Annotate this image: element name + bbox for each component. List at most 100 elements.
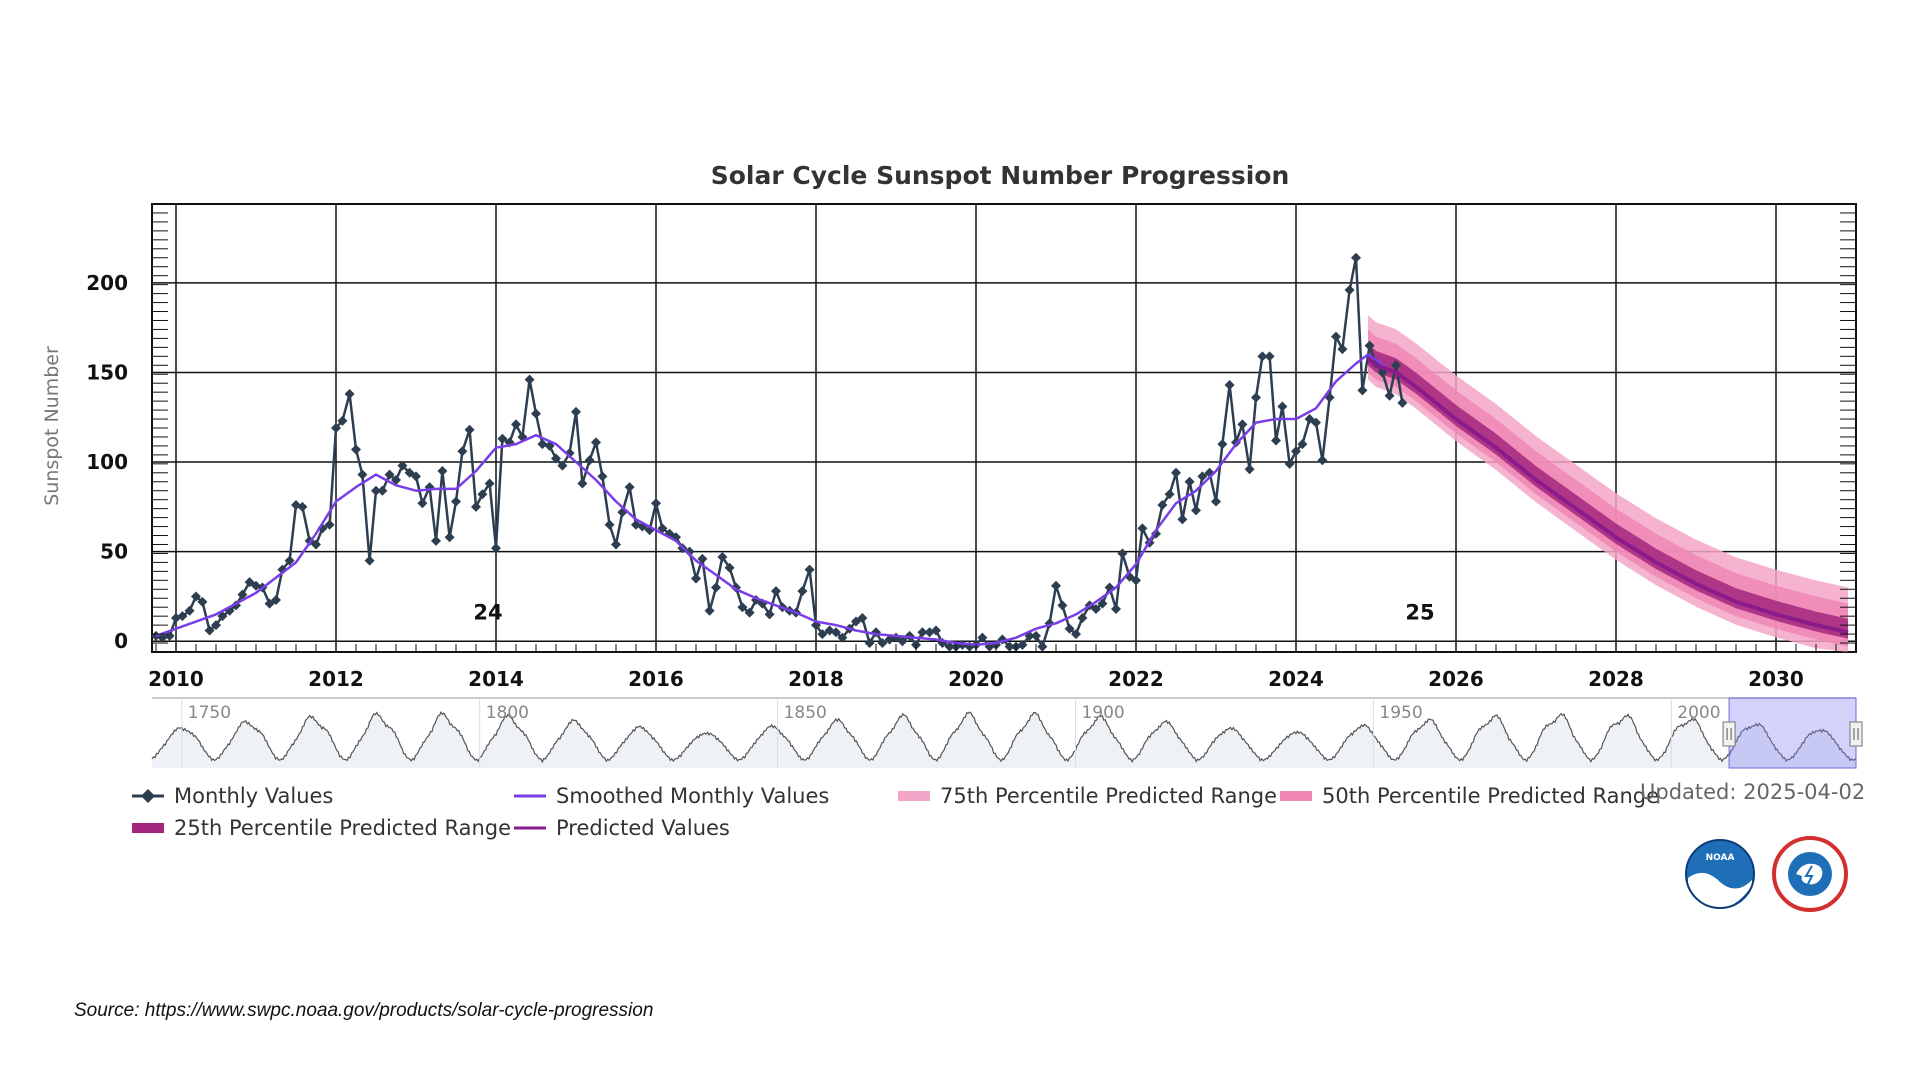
prediction-bands: [1368, 315, 1848, 652]
legend-item-smoothed[interactable]: Smoothed Monthly Values: [514, 784, 829, 808]
legend-label-smoothed: Smoothed Monthly Values: [556, 784, 830, 808]
x-tick-label: 2014: [468, 667, 524, 691]
band-75th: [1368, 315, 1848, 652]
monthly-point: [591, 437, 601, 448]
y-axis-label: Sunspot Number: [41, 346, 63, 506]
monthly-point: [1051, 580, 1061, 591]
monthly-point: [537, 439, 548, 450]
monthly-point: [684, 546, 695, 557]
navigator-handle-right[interactable]: [1849, 721, 1863, 747]
monthly-point: [371, 485, 381, 496]
legend-item-p50[interactable]: 50th Percentile Predicted Range: [1280, 784, 1659, 808]
x-tick-label: 2012: [308, 667, 364, 691]
monthly-point: [1164, 489, 1175, 500]
noaa-logo: NOAA: [1685, 839, 1755, 909]
monthly-point: [1331, 331, 1341, 342]
navigator-selection[interactable]: [1728, 697, 1857, 769]
monthly-point: [744, 607, 755, 618]
monthly-point: [704, 605, 715, 616]
monthly-point: [1297, 439, 1308, 450]
monthly-point: [651, 498, 661, 509]
monthly-point: [857, 612, 868, 623]
monthly-point: [184, 605, 195, 616]
monthly-point: [437, 466, 448, 477]
legend-item-p75[interactable]: 75th Percentile Predicted Range: [898, 784, 1277, 808]
monthly-point: [1351, 252, 1361, 263]
monthly-point: [1064, 623, 1075, 634]
monthly-point: [917, 627, 928, 638]
x-tick-label: 2020: [948, 667, 1004, 691]
monthly-point: [451, 496, 461, 507]
monthly-point: [484, 478, 495, 489]
navigator-area: [152, 712, 1856, 768]
legend-item-p25[interactable]: 25th Percentile Predicted Range: [132, 816, 511, 840]
monthly-point: [1057, 600, 1068, 611]
monthly-point: [351, 444, 361, 455]
monthly-point: [897, 636, 908, 647]
monthly-point: [271, 595, 281, 606]
legend-item-predicted[interactable]: Predicted Values: [514, 816, 730, 840]
x-tick-label: 2026: [1428, 667, 1484, 691]
monthly-point: [1217, 439, 1228, 450]
monthly-point: [1284, 458, 1295, 469]
monthly-point: [464, 424, 475, 435]
monthly-point: [837, 632, 848, 643]
legend-swatch-predicted: [514, 826, 546, 830]
monthly-point: [1017, 639, 1028, 650]
monthly-point: [577, 478, 588, 489]
navigator-tick-label: 1900: [1081, 703, 1124, 723]
monthly-point: [1117, 548, 1128, 559]
monthly-point: [384, 469, 395, 480]
monthly-point: [1091, 603, 1101, 614]
navigator[interactable]: 1750 1800 1850 1900 1950 2000: [151, 697, 1863, 769]
monthly-point: [364, 555, 375, 566]
monthly-point: [377, 485, 388, 496]
monthly-point: [1197, 471, 1208, 482]
legend-swatch-smoothed: [514, 794, 546, 798]
monthly-point: [1384, 390, 1395, 401]
monthly-point: [1111, 603, 1121, 614]
x-tick-label: 2016: [628, 667, 684, 691]
monthly-point: [931, 625, 941, 636]
monthly-point: [1264, 351, 1275, 362]
legend-swatch-p50: [1280, 791, 1312, 801]
monthly-point: [1357, 385, 1368, 396]
monthly-point: [1131, 575, 1141, 586]
monthly-point: [764, 609, 775, 620]
monthly-point: [944, 641, 955, 652]
monthly-point: [1077, 612, 1088, 623]
monthly-point: [717, 552, 728, 563]
x-tick-label: 2024: [1268, 667, 1324, 691]
legend-swatch-p25: [132, 823, 164, 833]
monthly-point: [1097, 598, 1108, 609]
cycle-labels: 24 25: [473, 601, 1434, 625]
grid-layer: [151, 203, 1857, 653]
x-tick-label: 2028: [1588, 667, 1644, 691]
series-line-smoothed-monthly-values: [155, 353, 1393, 647]
navigator-handle-left[interactable]: [1722, 721, 1736, 747]
monthly-point: [1184, 476, 1195, 487]
monthly-point: [571, 406, 581, 417]
x-tick-label: 2030: [1748, 667, 1804, 691]
axes: 2010 2012 2014 2016 2018 2020 2022 2024 2026 2028…: [86, 203, 1857, 691]
series-lines: [151, 252, 1849, 652]
monthly-point: [737, 602, 748, 613]
monthly-point: [831, 627, 841, 638]
monthly-point: [771, 586, 781, 597]
handle-body: [1849, 721, 1863, 747]
monthly-point: [1397, 397, 1408, 408]
monthly-point: [164, 630, 175, 641]
monthly-point: [1004, 641, 1015, 652]
monthly-point: [1244, 464, 1255, 475]
monthly-point: [864, 638, 875, 649]
monthly-point: [457, 446, 468, 457]
legend-label-predicted: Predicted Values: [556, 816, 730, 840]
cycle-label: 25: [1405, 601, 1434, 625]
updated-timestamp: Updated: 2025-04-02: [1640, 780, 1866, 804]
monthly-point: [444, 532, 455, 543]
monthly-point: [977, 632, 988, 643]
legend-item-monthly[interactable]: Monthly Values: [132, 784, 333, 808]
monthly-point: [551, 453, 561, 464]
legend-swatch-monthly: [132, 789, 164, 803]
